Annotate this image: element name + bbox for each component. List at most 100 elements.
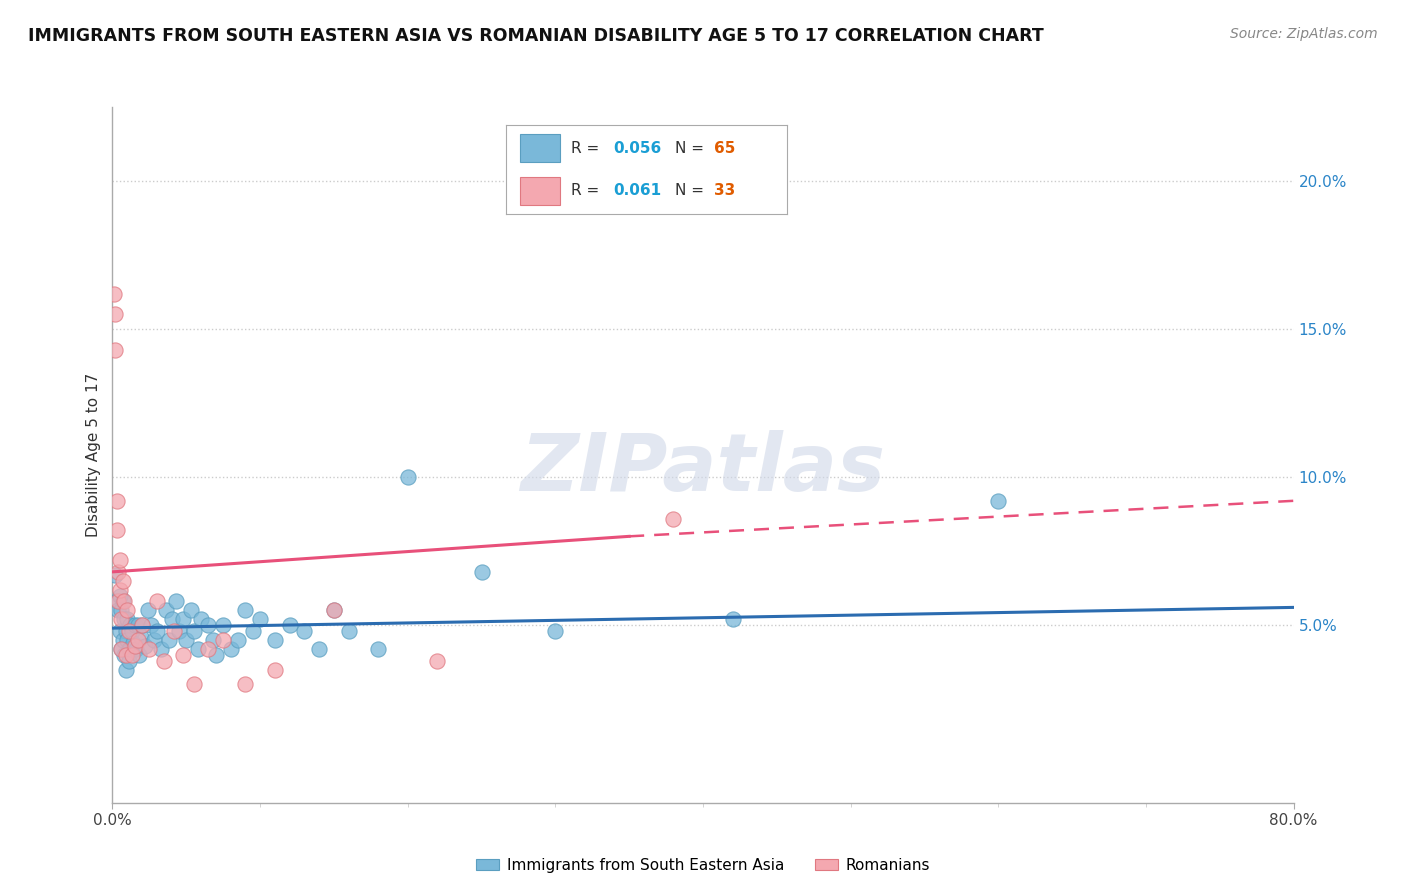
Point	[111, 574, 134, 588]
Point	[105, 493, 128, 508]
Text: R =: R =	[571, 141, 599, 155]
Point	[242, 624, 264, 638]
Bar	[520, 177, 560, 205]
Point	[127, 632, 149, 647]
Point	[201, 632, 224, 647]
Point	[114, 648, 136, 662]
Text: 0.056: 0.056	[613, 141, 661, 155]
Text: ZIPatlas: ZIPatlas	[520, 430, 886, 508]
Point	[107, 603, 129, 617]
Point	[233, 603, 256, 617]
Text: R =: R =	[571, 184, 599, 198]
Point	[160, 612, 183, 626]
Point	[112, 612, 135, 626]
Point	[131, 618, 153, 632]
Point	[167, 624, 190, 638]
Point	[111, 632, 134, 647]
Point	[142, 632, 165, 647]
Point	[146, 594, 169, 608]
Point	[107, 594, 129, 608]
Text: N =: N =	[675, 184, 704, 198]
Point	[120, 618, 142, 632]
Point	[174, 632, 197, 647]
Point	[396, 470, 419, 484]
Point	[125, 641, 148, 656]
Point	[112, 648, 135, 662]
Point	[205, 648, 228, 662]
Point	[114, 663, 136, 677]
Point	[233, 677, 256, 691]
Point	[134, 639, 156, 653]
Point	[121, 648, 143, 662]
Point	[120, 641, 142, 656]
Bar	[520, 134, 560, 162]
Point	[183, 677, 205, 691]
Point	[165, 594, 187, 608]
Point	[110, 612, 132, 626]
Point	[197, 618, 219, 632]
Point	[108, 553, 131, 567]
Point	[124, 639, 146, 653]
Text: IMMIGRANTS FROM SOUTH EASTERN ASIA VS ROMANIAN DISABILITY AGE 5 TO 17 CORRELATIO: IMMIGRANTS FROM SOUTH EASTERN ASIA VS RO…	[28, 27, 1043, 45]
Point	[153, 654, 176, 668]
Point	[163, 624, 186, 638]
Point	[128, 648, 150, 662]
Point	[323, 603, 346, 617]
Point	[212, 618, 235, 632]
Text: N =: N =	[675, 141, 704, 155]
Point	[117, 612, 138, 626]
Point	[292, 624, 315, 638]
Point	[172, 612, 194, 626]
Point	[337, 624, 360, 638]
Point	[117, 603, 138, 617]
Point	[138, 641, 160, 656]
Point	[278, 618, 301, 632]
Point	[104, 307, 127, 321]
Point	[139, 618, 162, 632]
Point	[249, 612, 271, 626]
Point	[111, 594, 134, 608]
Point	[127, 618, 149, 632]
Point	[264, 663, 287, 677]
Point	[104, 567, 127, 582]
Point	[183, 624, 205, 638]
Point	[117, 632, 138, 647]
Point	[104, 343, 127, 357]
Point	[118, 641, 141, 656]
Text: 65: 65	[714, 141, 735, 155]
Point	[110, 603, 132, 617]
Point	[124, 618, 146, 632]
Point	[323, 603, 346, 617]
Point	[367, 641, 389, 656]
Point	[470, 565, 494, 579]
Point	[226, 632, 249, 647]
Point	[721, 612, 744, 626]
Text: Source: ZipAtlas.com: Source: ZipAtlas.com	[1230, 27, 1378, 41]
Point	[426, 654, 449, 668]
Point	[118, 624, 141, 638]
Point	[146, 624, 169, 638]
Point	[197, 641, 219, 656]
Point	[112, 594, 135, 608]
Point	[190, 612, 212, 626]
Point	[544, 624, 567, 638]
Point	[987, 493, 1010, 508]
Point	[110, 641, 132, 656]
Point	[219, 641, 242, 656]
Point	[150, 641, 173, 656]
Point	[110, 641, 132, 656]
Point	[129, 630, 152, 644]
Point	[155, 603, 177, 617]
Point	[107, 565, 129, 579]
Point	[172, 648, 194, 662]
Point	[662, 511, 685, 525]
Point	[105, 524, 128, 538]
Point	[108, 624, 131, 638]
Y-axis label: Disability Age 5 to 17: Disability Age 5 to 17	[86, 373, 101, 537]
Point	[105, 594, 128, 608]
Point	[136, 603, 159, 617]
Point	[157, 632, 180, 647]
Point	[187, 641, 209, 656]
Point	[180, 603, 202, 617]
Point	[264, 632, 287, 647]
